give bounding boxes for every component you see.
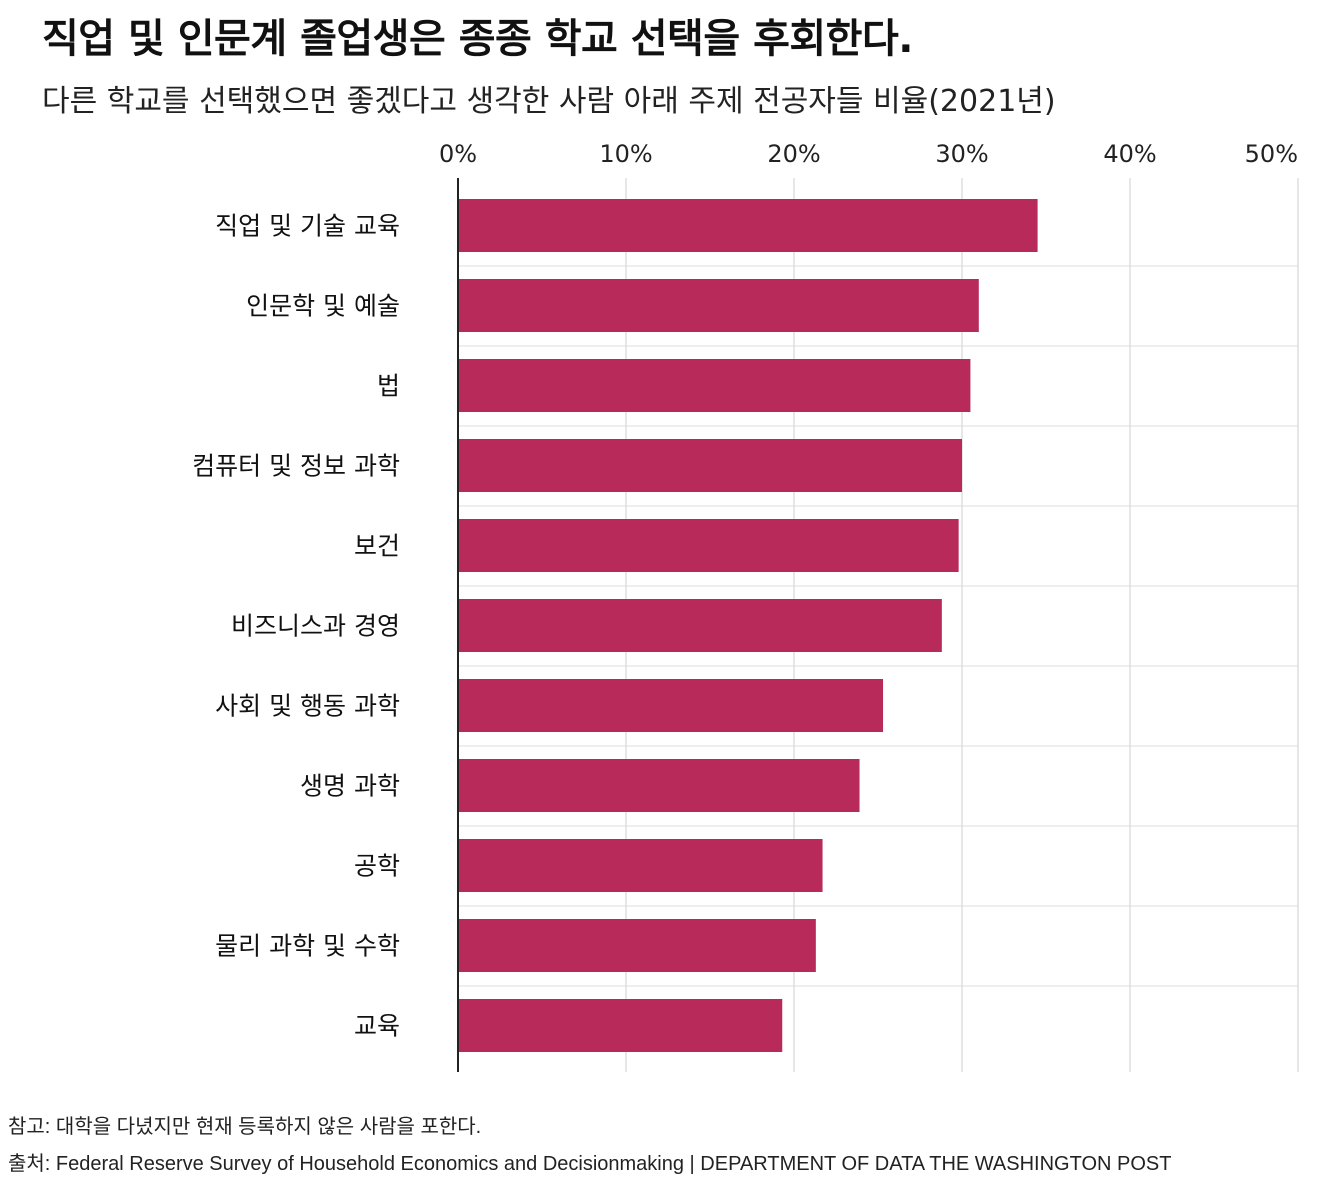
bar — [458, 839, 823, 892]
category-label: 생명 과학 — [300, 772, 400, 801]
bar — [458, 519, 959, 572]
bars — [458, 199, 1038, 1052]
bar — [458, 439, 962, 492]
x-tick-label: 20% — [767, 140, 820, 168]
gridlines — [458, 178, 1299, 1072]
category-label: 법 — [377, 372, 400, 401]
bar — [458, 999, 783, 1052]
chart-source: 출처: Federal Reserve Survey of Household … — [8, 1153, 1172, 1175]
bar — [458, 679, 884, 732]
chart-note: 참고: 대학을 다녔지만 현재 등록하지 않은 사람을 포한다. — [8, 1116, 482, 1138]
category-label: 물리 과학 및 수학 — [215, 932, 400, 961]
x-tick-label: 40% — [1103, 140, 1156, 168]
category-label: 사회 및 행동 과학 — [215, 692, 400, 721]
category-label: 보건 — [354, 532, 400, 561]
x-axis-ticks: 0% 10% 20% 30% 40% 50% — [439, 140, 1298, 168]
category-label: 인문학 및 예술 — [246, 292, 400, 321]
bar — [458, 199, 1038, 252]
chart-title: 직업 및 인문계 졸업생은 종종 학교 선택을 후회한다. — [42, 16, 913, 62]
bar — [458, 599, 942, 652]
bar — [458, 759, 860, 812]
category-label: 교육 — [354, 1012, 400, 1041]
x-tick-label: 0% — [439, 140, 477, 168]
category-label: 비즈니스과 경영 — [231, 612, 400, 641]
chart-subtitle: 다른 학교를 선택했으면 좋겠다고 생각한 사람 아래 주제 전공자들 비율(2… — [42, 84, 1056, 119]
bar — [458, 359, 971, 412]
bar — [458, 919, 816, 972]
bar — [458, 279, 979, 332]
x-tick-label: 10% — [599, 140, 652, 168]
x-tick-label: 30% — [935, 140, 988, 168]
category-label: 컴퓨터 및 정보 과학 — [192, 452, 400, 481]
category-label: 직업 및 기술 교육 — [215, 212, 400, 241]
category-label: 공학 — [354, 852, 400, 881]
x-tick-label: 50% — [1245, 140, 1298, 168]
